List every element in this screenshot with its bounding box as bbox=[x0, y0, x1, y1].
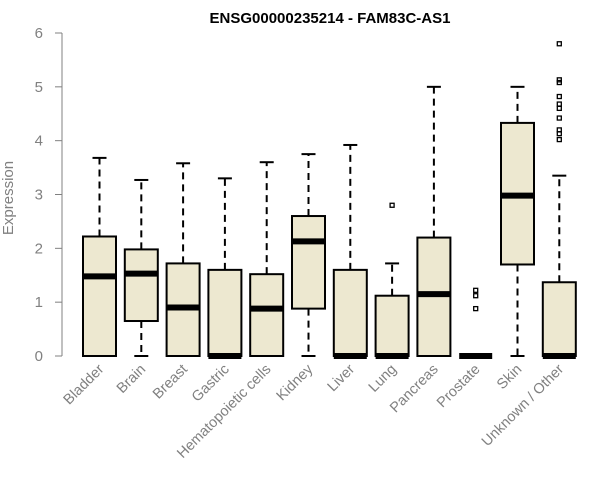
box-liver bbox=[332, 143, 368, 359]
y-tick-label: 6 bbox=[35, 25, 43, 42]
x-tick-label: Prostate bbox=[434, 362, 483, 411]
iqr-box bbox=[541, 281, 577, 357]
y-tick-label: 0 bbox=[35, 348, 43, 365]
outlier-point bbox=[556, 79, 562, 86]
x-tick-label: Liver bbox=[325, 361, 359, 395]
outlier-point bbox=[556, 127, 562, 133]
iqr-box bbox=[82, 235, 117, 358]
box-skin bbox=[500, 85, 535, 357]
outlier-point bbox=[556, 77, 562, 83]
box-prostate bbox=[459, 287, 493, 359]
box-breast bbox=[165, 162, 201, 358]
iqr-box bbox=[207, 268, 243, 357]
iqr-box bbox=[123, 248, 159, 323]
outlier-point bbox=[556, 93, 562, 100]
box-lung bbox=[374, 202, 410, 359]
y-tick-label: 1 bbox=[35, 294, 43, 311]
outlier-point bbox=[556, 105, 562, 112]
x-tick-label: Lung bbox=[366, 362, 400, 396]
box-hematopoietic-cells bbox=[249, 161, 285, 358]
x-tick-label: Brain bbox=[114, 362, 149, 397]
outlier-point bbox=[473, 287, 479, 293]
y-tick-label: 3 bbox=[35, 187, 43, 204]
x-tick-label: Breast bbox=[150, 362, 191, 403]
x-tick-label: Bladder bbox=[61, 361, 108, 408]
box-kidney bbox=[291, 153, 326, 357]
outlier-point bbox=[556, 101, 562, 107]
boxes-group bbox=[82, 41, 577, 359]
outlier-point bbox=[389, 202, 395, 208]
outlier-point bbox=[556, 136, 562, 143]
box-bladder bbox=[82, 156, 117, 358]
iqr-box bbox=[332, 268, 368, 357]
y-axis-label: Expression bbox=[0, 161, 17, 235]
iqr-box bbox=[249, 273, 285, 358]
y-tick-label: 2 bbox=[35, 240, 43, 257]
outlier-point bbox=[473, 305, 479, 312]
box-brain bbox=[123, 178, 159, 357]
outlier-point bbox=[556, 41, 562, 47]
box-pancreas bbox=[416, 85, 452, 357]
iqr-box bbox=[291, 215, 326, 310]
y-tick-label: 4 bbox=[35, 133, 43, 150]
outlier-point bbox=[556, 115, 562, 121]
x-tick-label: Skin bbox=[494, 362, 525, 393]
y-tick-label: 5 bbox=[35, 79, 43, 96]
box-gastric bbox=[207, 177, 243, 359]
iqr-box bbox=[374, 294, 410, 357]
box-unknown-other bbox=[541, 41, 577, 359]
outlier-point bbox=[473, 293, 479, 299]
chart-title: ENSG00000235214 - FAM83C-AS1 bbox=[210, 10, 451, 27]
y-axis: 0 1 2 3 4 5 6 bbox=[35, 25, 63, 365]
x-tick-label: Kidney bbox=[274, 361, 317, 404]
